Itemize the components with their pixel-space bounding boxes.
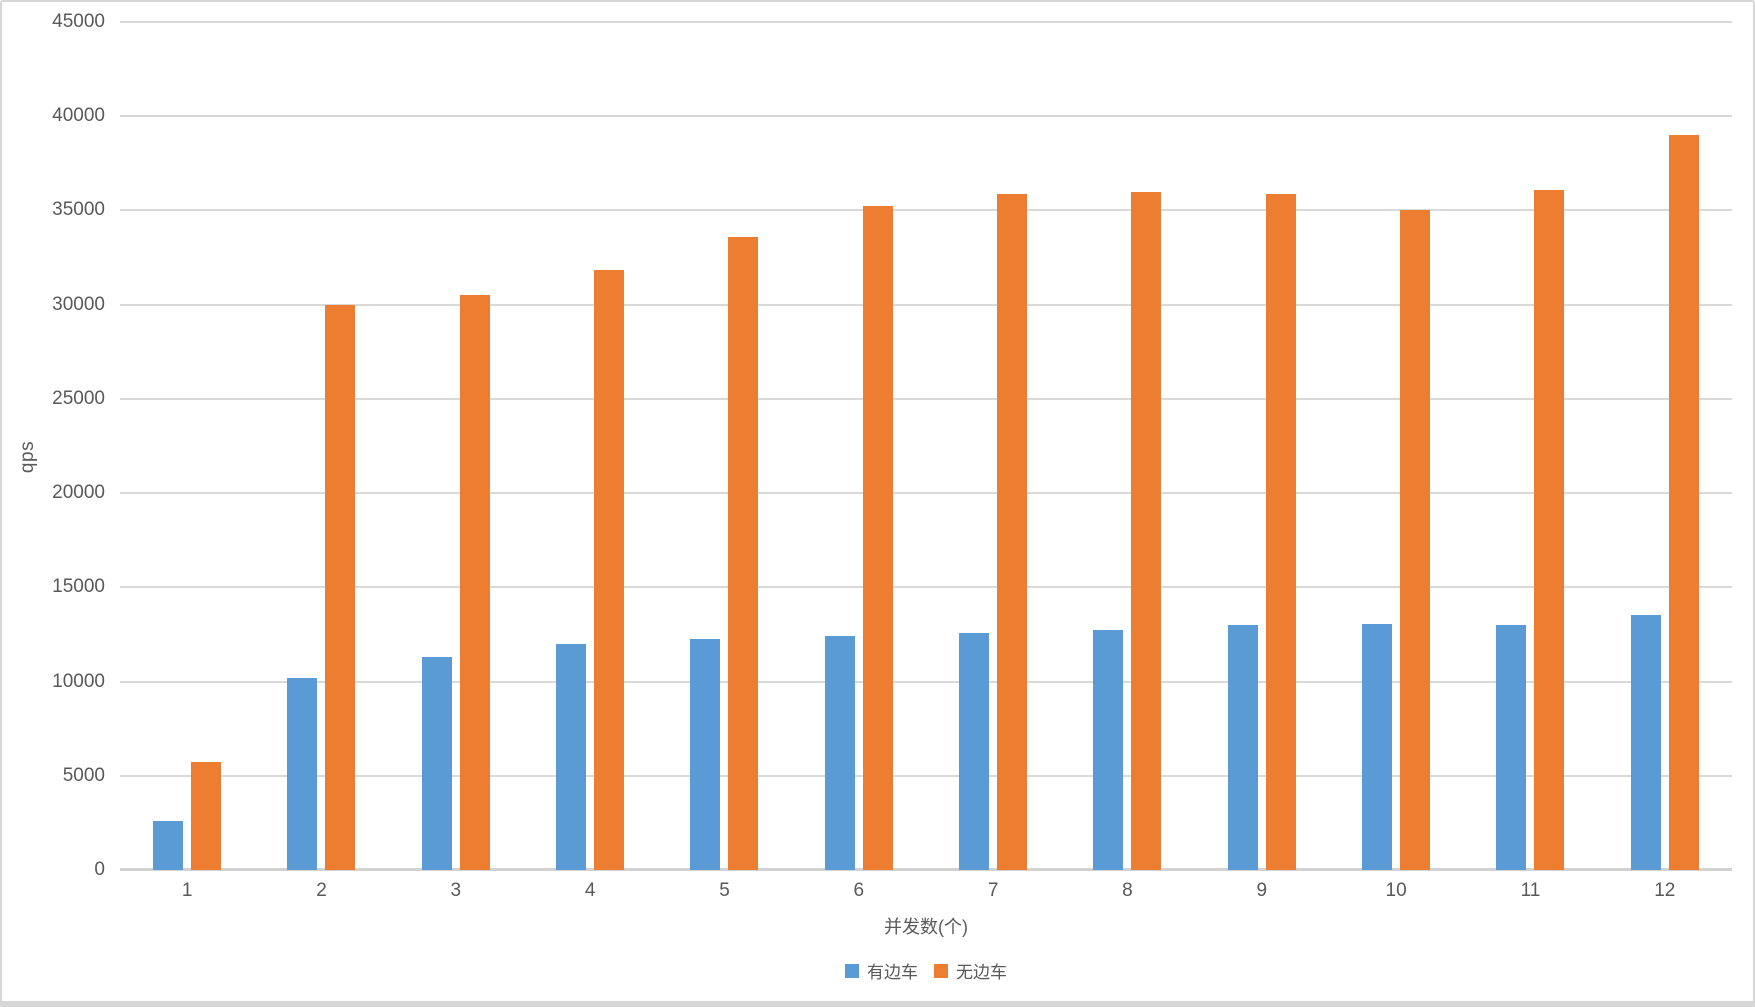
bar-group-7 (926, 22, 1060, 870)
bar-no-sidecar-12 (1668, 135, 1699, 870)
x-tick-label-1: 1 (181, 880, 193, 901)
x-tick-label-6: 6 (853, 880, 865, 901)
x-tick-label-7: 7 (987, 880, 999, 901)
legend-label-sidecar: 有边车 (867, 963, 918, 982)
x-tick-label-2: 2 (316, 880, 327, 901)
bar-sidecar-6 (824, 636, 855, 870)
x-tick-label-5: 5 (719, 880, 730, 901)
bar-no-sidecar-5 (728, 236, 759, 870)
bar-no-sidecar-9 (1265, 194, 1296, 870)
x-tick-label-4: 4 (584, 880, 596, 901)
x-tick-label-3: 3 (450, 880, 462, 901)
y-gridline (120, 680, 1732, 683)
bar-group-5 (657, 22, 791, 870)
bar-no-sidecar-1 (191, 761, 222, 870)
legend: 有边车 无边车 (120, 958, 1732, 983)
legend-label-no-sidecar: 无边车 (956, 963, 1007, 982)
y-tick-label: 0 (94, 859, 105, 880)
bar-sidecar-12 (1630, 614, 1661, 870)
y-gridline (120, 774, 1732, 777)
x-tick-label-11: 11 (1520, 880, 1541, 901)
y-tick-label: 10000 (52, 670, 105, 692)
bar-sidecar-2 (287, 677, 318, 870)
x-tick-label-8: 8 (1122, 880, 1133, 901)
y-gridline (120, 303, 1732, 306)
y-axis-title: qps (17, 440, 39, 474)
x-axis-line (120, 868, 1732, 871)
bar-group-10 (1329, 22, 1463, 870)
bar-group-9 (1195, 22, 1329, 870)
y-gridline (120, 397, 1732, 400)
x-tick-label-9: 9 (1256, 880, 1268, 901)
bar-no-sidecar-3 (459, 295, 490, 870)
bar-group-12 (1598, 22, 1732, 870)
bar-group-8 (1060, 22, 1194, 870)
y-gridline (120, 586, 1732, 589)
x-axis-title: 并发数(个) (884, 917, 968, 937)
y-gridline (120, 492, 1732, 495)
y-tick-label: 30000 (52, 293, 105, 315)
bar-no-sidecar-10 (1400, 209, 1431, 870)
bar-group-6 (792, 22, 926, 870)
bar-group-1 (120, 22, 254, 870)
bar-sidecar-1 (153, 821, 184, 870)
bar-no-sidecar-6 (862, 205, 893, 870)
legend-item-no-sidecar: 无边车 (934, 958, 1007, 983)
bar-no-sidecar-4 (594, 269, 625, 870)
bar-groups (120, 22, 1732, 870)
y-tick-label: 5000 (62, 764, 105, 786)
y-gridline (120, 209, 1732, 212)
legend-swatch-sidecar (845, 963, 859, 978)
legend-swatch-no-sidecar (934, 963, 948, 978)
bar-sidecar-8 (1093, 629, 1124, 870)
bar-group-3 (389, 22, 523, 870)
bar-sidecar-9 (1227, 625, 1258, 870)
plot-area: 0 5000 10000 15000 20000 25000 30000 35000 40000… (52, 11, 1732, 880)
y-tick-label: 35000 (52, 199, 105, 221)
y-tick-label: 25000 (52, 387, 105, 409)
y-tick-label: 45000 (52, 11, 105, 32)
bar-sidecar-10 (1362, 624, 1393, 870)
bar-no-sidecar-7 (997, 194, 1028, 870)
x-tick-label-12: 12 (1654, 880, 1676, 901)
bar-sidecar-7 (959, 632, 990, 870)
x-axis-tick-labels: 1 2 3 4 5 6 7 8 9 10 11 12 (120, 880, 1732, 902)
bar-sidecar-11 (1496, 625, 1527, 870)
x-tick-label-10: 10 (1385, 880, 1407, 901)
bar-sidecar-3 (421, 657, 452, 870)
bar-no-sidecar-11 (1534, 189, 1565, 870)
bar-sidecar-5 (690, 639, 721, 870)
y-gridline (120, 115, 1732, 118)
legend-item-sidecar: 有边车 (845, 958, 918, 983)
bar-group-2 (254, 22, 388, 870)
bar-group-4 (523, 22, 657, 870)
window-bottom-edge (0, 1001, 1755, 1007)
bar-sidecar-4 (556, 643, 587, 870)
bar-no-sidecar-8 (1131, 191, 1162, 870)
bar-no-sidecar-2 (325, 304, 356, 870)
y-tick-label: 40000 (52, 105, 105, 127)
bar-group-11 (1463, 22, 1597, 870)
y-tick-label: 20000 (52, 482, 105, 504)
y-gridline (120, 21, 1732, 23)
y-tick-label: 15000 (52, 576, 105, 598)
